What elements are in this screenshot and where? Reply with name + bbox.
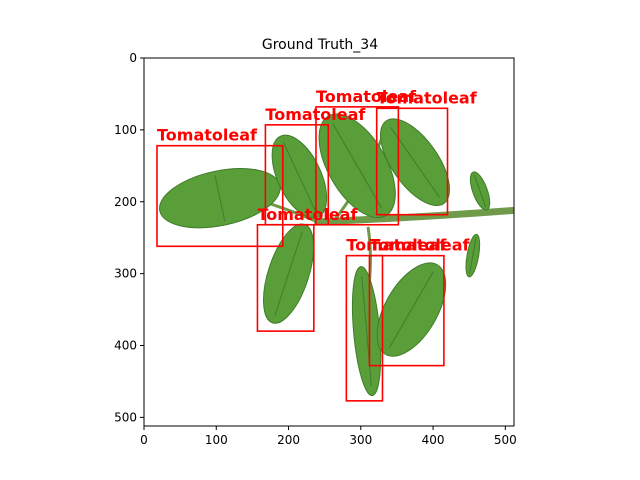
axes-frame [143,57,515,427]
bounding-box [315,106,400,226]
y-tick-label: 400 [114,339,137,353]
box-label: Tomatoleaf [257,205,358,224]
leaf-vein [473,174,487,208]
box-label: Tomatoleaf [157,126,258,145]
bounding-box [368,254,445,367]
x-tick-label: 0 [140,433,148,447]
bounding-box [345,254,384,402]
leaf-vein [282,142,316,212]
leaf-vein [332,123,383,209]
y-tick-label: 300 [114,267,137,281]
x-tick-label: 400 [422,433,445,447]
annotation-layer: TomatoleafTomatoleafTomatoleafTomatoleaf… [156,87,478,402]
x-tick-label: 200 [277,433,300,447]
x-tick-label: 500 [494,433,517,447]
bounding-box [375,107,449,216]
box-label: Tomatoleaf [316,87,417,106]
y-tick-label: 200 [114,195,137,209]
x-tick-label: 300 [349,433,372,447]
y-tick-label: 0 [129,51,137,65]
plot-title: Ground Truth_34 [262,37,378,53]
x-tick-label: 100 [205,433,228,447]
leaf-vein [214,175,226,221]
x-axis-ticks: 0 100 200 300 400 500 [140,426,517,447]
y-axis-ticks: 0 100 200 300 400 500 [114,51,144,424]
bounding-box [256,223,315,332]
main-stem [313,206,514,226]
leaf-vein [388,271,434,348]
leaf-vein [361,276,372,386]
bounding-box [156,144,284,248]
y-tick-label: 500 [114,410,137,424]
y-tick-label: 100 [114,123,137,137]
photo-tomato-branch [144,58,514,426]
leaf-vein [274,231,303,316]
box-label: Tomatoleaf [346,236,447,255]
box-label: Tomatoleaf [369,236,470,255]
leaf-vein [469,237,477,274]
box-label: Tomatoleaf [377,88,478,107]
